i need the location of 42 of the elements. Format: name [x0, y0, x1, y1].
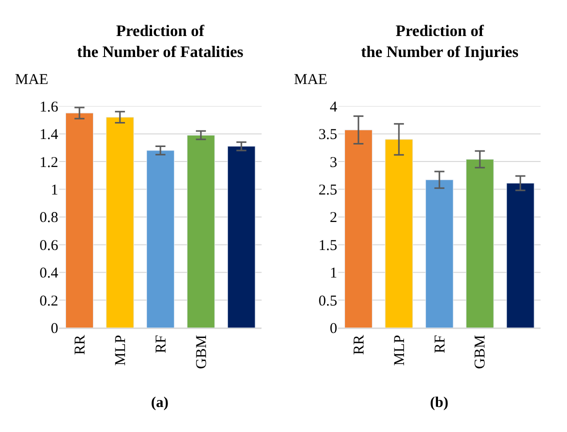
y-tick-label: 0.8	[39, 210, 58, 226]
y-tick-label: 1.4	[39, 127, 59, 144]
x-tick-label: RR	[351, 334, 368, 355]
bar	[146, 150, 174, 328]
bar	[384, 139, 413, 328]
y-tick-label: 1.2	[39, 154, 58, 171]
y-tick-label: 1	[330, 266, 338, 282]
y-tick-label: 3	[330, 154, 338, 171]
y-tick-label: 1	[50, 182, 58, 199]
y-tick-label: 0.5	[318, 293, 338, 310]
y-tick-label: 4	[330, 99, 338, 116]
y-tick-label: 0	[330, 321, 338, 338]
bar	[425, 180, 454, 328]
bar	[466, 159, 494, 328]
y-tick-label: 1.6	[39, 99, 59, 116]
y-tick-label: 2	[330, 210, 338, 226]
bar	[506, 182, 534, 328]
x-tick-label: GBM	[194, 334, 210, 370]
x-tick-label: RR	[72, 334, 88, 355]
y-axis-title: MAE	[15, 72, 48, 88]
y-tick-label: 2.5	[318, 182, 338, 199]
text: (b)	[430, 395, 448, 411]
x-tick-label: MLP	[112, 334, 129, 366]
bar	[186, 134, 215, 328]
y-tick-label: 0	[50, 321, 58, 338]
x-tick-label: RF	[432, 334, 448, 354]
chart-title: Prediction of the Number of Injuries	[361, 23, 518, 61]
bar	[106, 116, 134, 328]
bar	[344, 130, 372, 328]
bar	[227, 146, 256, 328]
chart-title: Prediction of the Number of Fatalities	[77, 23, 244, 61]
x-tick-label: MLP	[392, 334, 408, 366]
text: (a)	[151, 395, 168, 411]
y-tick-label: 0.2	[39, 293, 58, 310]
bar	[65, 112, 94, 328]
y-axis-title: MAE	[294, 72, 328, 88]
y-tick-label: 1.5	[318, 238, 338, 254]
y-tick-label: 3.5	[318, 127, 338, 144]
x-tick-label: RF	[153, 334, 170, 354]
y-tick-label: 0.6	[39, 238, 59, 254]
y-tick-label: 0.4	[39, 266, 59, 282]
x-tick-label: GBM	[472, 334, 489, 370]
